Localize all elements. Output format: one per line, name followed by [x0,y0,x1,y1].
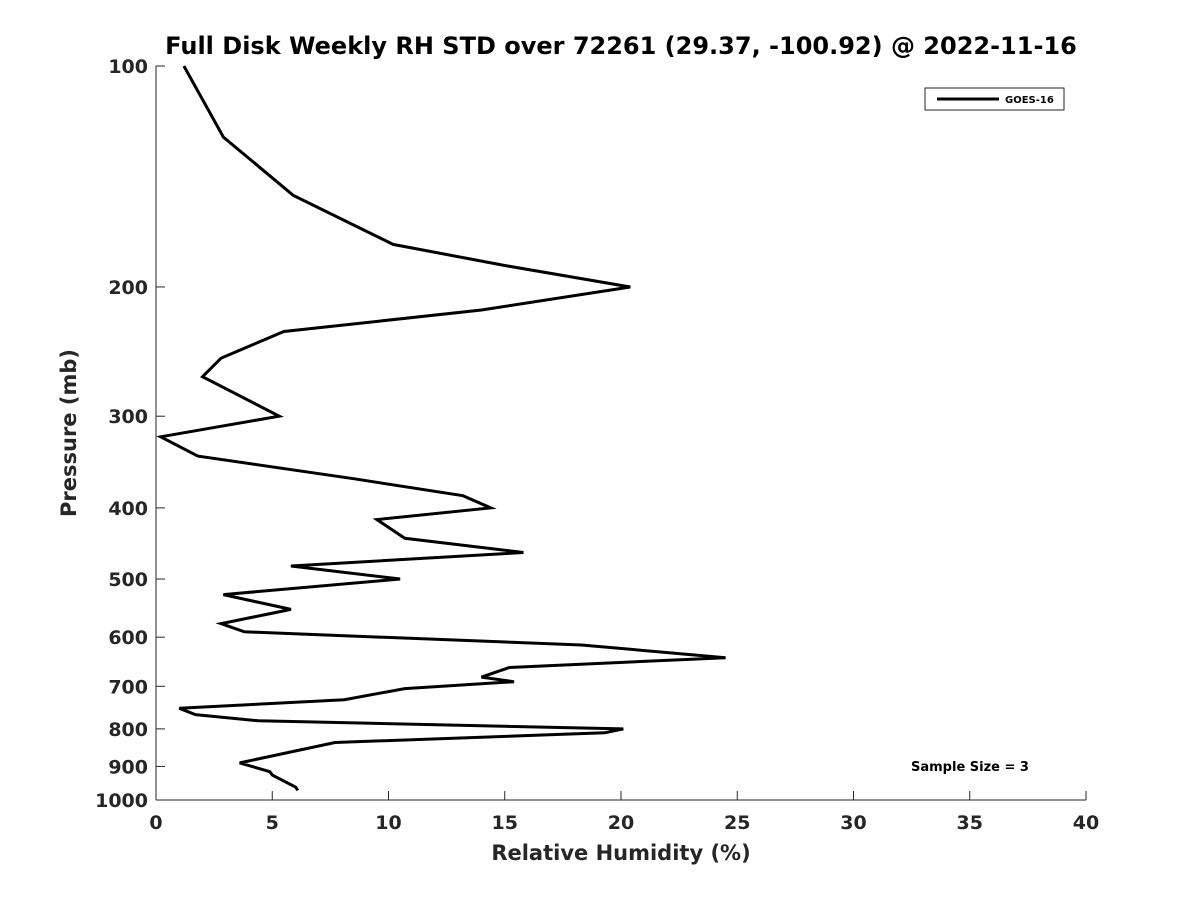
sample-size-annotation: Sample Size = 3 [911,760,1029,775]
x-axis-label: Relative Humidity (%) [491,841,750,865]
y-tick-label: 700 [108,676,148,698]
y-tick-label: 200 [108,277,148,299]
series-line-goes-16 [156,65,726,792]
x-tick-label: 0 [149,812,162,834]
y-tick-label: 600 [108,627,148,649]
x-tick-label: 30 [840,812,866,834]
chart-title: Full Disk Weekly RH STD over 72261 (29.3… [165,32,1077,60]
y-tick-label: 300 [108,406,148,428]
y-tick-label: 1000 [95,790,148,812]
x-tick-label: 10 [375,812,401,834]
x-tick-label: 15 [492,812,518,834]
legend: GOES-16 [924,87,1065,111]
y-axis-label: Pressure (mb) [57,349,81,517]
y-tick-label: 500 [108,569,148,591]
axes [155,66,1086,801]
legend-label-goes-16: GOES-16 [1005,95,1054,106]
y-tick-label: 900 [108,756,148,778]
x-ticks: 0 5 10 15 20 25 30 35 40 [149,791,1099,834]
x-tick-label: 5 [266,812,279,834]
y-tick-label: 100 [108,56,148,78]
x-tick-label: 25 [724,812,750,834]
y-ticks: 100 200 300 400 500 600 700 800 900 1000 [95,56,165,812]
x-tick-label: 20 [608,812,634,834]
x-tick-label: 35 [957,812,983,834]
y-tick-label: 800 [108,719,148,741]
y-tick-label: 400 [108,498,148,520]
series-group [156,65,726,792]
x-tick-label: 40 [1073,812,1099,834]
